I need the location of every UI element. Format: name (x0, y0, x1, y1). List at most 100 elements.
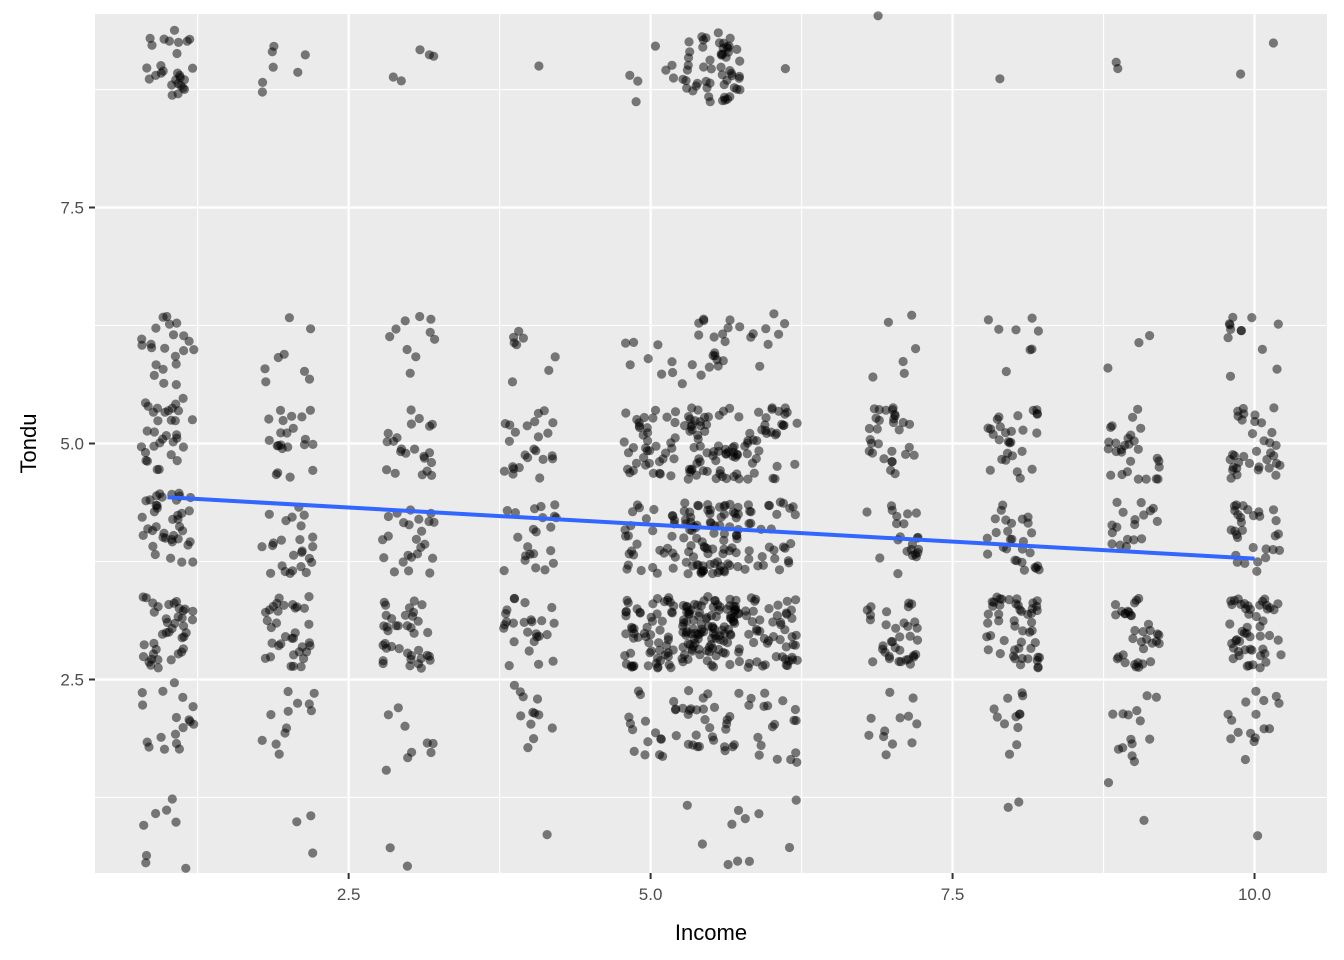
data-point (680, 498, 690, 508)
data-point (523, 627, 533, 637)
data-point (653, 662, 663, 672)
data-point (145, 495, 155, 505)
data-point (389, 567, 399, 577)
data-point (770, 554, 780, 564)
data-point (645, 648, 655, 658)
data-point (385, 332, 395, 342)
data-point (636, 565, 646, 576)
data-point (1015, 473, 1025, 483)
data-point (1134, 593, 1144, 604)
data-point (1245, 604, 1255, 615)
data-point (721, 449, 731, 459)
data-point (296, 662, 306, 672)
data-point (628, 507, 638, 517)
data-point (1257, 344, 1267, 354)
data-point (734, 647, 744, 657)
data-point (680, 421, 690, 431)
data-point (735, 56, 745, 66)
data-point (158, 532, 168, 542)
data-point (1276, 650, 1286, 660)
data-point (744, 629, 754, 639)
data-point (725, 659, 735, 670)
data-point (694, 330, 704, 340)
data-point (542, 630, 552, 640)
data-point (867, 438, 877, 448)
data-point (161, 431, 171, 441)
data-point (725, 33, 735, 43)
data-point (678, 703, 688, 713)
data-point (268, 62, 278, 72)
data-point (296, 521, 306, 531)
data-point (536, 501, 546, 512)
data-point (692, 78, 703, 88)
data-point (264, 414, 274, 424)
data-point (156, 61, 166, 71)
data-point (299, 654, 309, 664)
data-points (136, 11, 1286, 873)
data-point (278, 415, 288, 426)
data-point (520, 450, 530, 460)
data-point (531, 527, 541, 537)
data-point (166, 553, 176, 563)
data-point (540, 565, 550, 575)
data-point (428, 553, 438, 563)
data-point (776, 620, 786, 630)
data-point (621, 338, 631, 348)
data-point (904, 442, 914, 452)
data-point (777, 419, 787, 429)
data-point (292, 602, 302, 612)
data-point (713, 567, 723, 578)
data-point (1249, 736, 1259, 747)
data-point (264, 509, 274, 519)
data-point (648, 599, 658, 609)
data-point (1244, 458, 1255, 468)
data-point (682, 800, 692, 810)
data-point (151, 500, 161, 510)
data-point (872, 424, 882, 434)
data-point (1224, 319, 1234, 329)
data-point (1264, 463, 1274, 473)
data-point (1112, 522, 1122, 532)
data-point (879, 454, 889, 464)
data-point (721, 473, 732, 484)
data-point (905, 659, 916, 669)
data-point (994, 324, 1004, 334)
data-point (402, 861, 412, 871)
data-point (1236, 69, 1246, 79)
data-point (268, 540, 278, 551)
data-point (1271, 691, 1281, 702)
data-point (1133, 404, 1143, 414)
data-point (718, 549, 728, 559)
data-point (643, 737, 653, 747)
data-point (504, 436, 514, 446)
data-point (279, 349, 289, 359)
data-point (141, 858, 151, 868)
data-point (1268, 38, 1278, 48)
data-point (628, 725, 638, 735)
data-point (1015, 709, 1025, 719)
data-point (532, 694, 543, 704)
data-point (1132, 706, 1142, 716)
data-point (722, 75, 732, 85)
data-point (661, 448, 671, 458)
data-point (188, 606, 198, 616)
data-point (772, 509, 782, 519)
data-point (301, 567, 311, 578)
data-point (520, 598, 530, 608)
data-point (696, 370, 706, 380)
data-point (755, 626, 765, 636)
data-point (1128, 633, 1138, 644)
data-point (1121, 541, 1131, 552)
data-point (137, 512, 147, 522)
data-point (694, 454, 704, 464)
data-point (257, 542, 267, 552)
data-point (519, 617, 529, 628)
data-point (426, 747, 436, 758)
data-point (390, 468, 400, 478)
data-point (753, 732, 763, 743)
data-point (499, 623, 509, 633)
data-point (744, 856, 755, 867)
data-point (626, 648, 636, 658)
data-point (1139, 510, 1149, 520)
data-point (663, 648, 673, 658)
